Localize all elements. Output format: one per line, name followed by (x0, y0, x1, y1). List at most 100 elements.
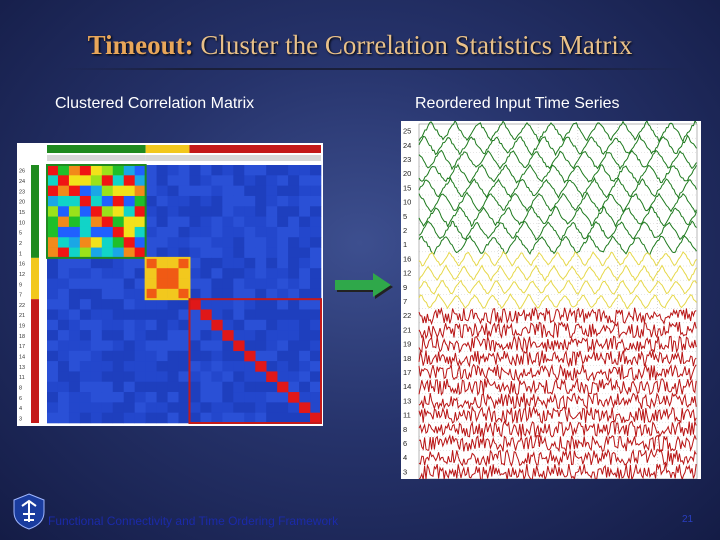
matrix-cell (200, 175, 212, 186)
cluster-cell (112, 195, 125, 207)
matrix-cell (244, 330, 256, 341)
matrix-row-label: 1 (19, 251, 22, 257)
matrix-cell (189, 226, 201, 238)
matrix-cell (255, 268, 267, 279)
matrix-cell (310, 206, 322, 217)
timeseries-subtitle: Reordered Input Time Series (415, 95, 620, 112)
matrix-cell (57, 330, 70, 341)
cluster-cell (90, 195, 103, 207)
matrix-cell (288, 206, 300, 217)
diagonal-cell (255, 361, 267, 372)
matrix-cell (57, 350, 70, 362)
channel-label: 2 (403, 226, 407, 235)
matrix-cell (310, 288, 322, 300)
matrix-cell (178, 206, 190, 217)
matrix-cell (211, 392, 223, 403)
matrix-cell (90, 288, 103, 300)
matrix-cell (211, 216, 223, 228)
matrix-cell (266, 216, 278, 228)
matrix-cell (156, 185, 168, 197)
cluster-cell (112, 216, 125, 228)
cluster-outline (46, 164, 147, 259)
matrix-cell (277, 216, 289, 228)
matrix-cell (68, 412, 81, 424)
matrix-cell (68, 402, 81, 413)
matrix-row-label: 13 (19, 365, 25, 371)
reordered-time-series: 25 24 23 20 15 10 5 2 1 16 12 9 7 22 21 19 18 17 14 13 11 8 6 4… (401, 119, 701, 482)
matrix-cell (288, 412, 300, 424)
matrix-cell (156, 350, 168, 362)
matrix-cell (266, 268, 278, 279)
cluster-cell (101, 175, 114, 186)
matrix-cell (222, 257, 234, 269)
matrix-cell (189, 350, 201, 362)
matrix-cell (310, 392, 322, 403)
cluster-cell (145, 268, 157, 279)
matrix-cell (68, 340, 81, 352)
matrix-cell (189, 185, 201, 197)
matrix-cell (145, 165, 157, 176)
matrix-cell (266, 257, 278, 269)
matrix-cell (156, 371, 168, 383)
matrix-cell (233, 381, 245, 393)
matrix-cell (244, 195, 256, 207)
cluster-cell (101, 185, 114, 197)
matrix-cell (200, 371, 212, 383)
time-series-trace (418, 149, 697, 171)
matrix-cell (255, 340, 267, 352)
matrix-cell (222, 165, 234, 176)
matrix-cell (244, 402, 256, 413)
cluster-cell (68, 165, 81, 176)
matrix-cell (123, 278, 135, 290)
matrix-cell (145, 185, 157, 197)
matrix-cell (123, 268, 135, 279)
matrix-cell (79, 309, 92, 321)
matrix-cell (222, 340, 234, 352)
matrix-cell (244, 299, 256, 310)
matrix-cell (134, 278, 146, 290)
matrix-cell (123, 371, 135, 383)
matrix-cell (178, 216, 190, 228)
cluster-cell (145, 257, 157, 269)
matrix-cell (233, 371, 245, 383)
matrix-cell (178, 195, 190, 207)
matrix-cell (211, 268, 223, 279)
cluster-cell (68, 206, 81, 217)
matrix-cell (178, 226, 190, 238)
matrix-cell (145, 340, 157, 352)
matrix-cell (277, 288, 289, 300)
cluster-cell (156, 288, 168, 300)
matrix-cell (244, 216, 256, 228)
matrix-cell (200, 268, 212, 279)
matrix-figure: 2624232015105211612972221191817141311864… (19, 145, 322, 424)
cluster-cell (178, 257, 190, 269)
cluster-cell (57, 175, 70, 186)
matrix-cell (244, 371, 256, 383)
matrix-cell (233, 185, 245, 197)
matrix-cell (277, 371, 289, 383)
cluster-bar-top-grey (47, 155, 146, 161)
matrix-cell (310, 185, 322, 197)
matrix-cell (47, 412, 59, 424)
cluster-cell (112, 185, 125, 197)
cluster-cell (112, 237, 125, 248)
time-series-trace (418, 320, 697, 340)
matrix-cell (57, 309, 70, 321)
matrix-cell (277, 195, 289, 207)
matrix-cell (299, 268, 311, 279)
matrix-cell (211, 371, 223, 383)
matrix-cell (68, 278, 81, 290)
matrix-cell (222, 319, 234, 331)
matrix-cell (57, 257, 70, 269)
time-series-trace (418, 362, 697, 383)
matrix-cell (255, 257, 267, 269)
matrix-cell (244, 175, 256, 186)
matrix-row-label: 17 (19, 344, 25, 350)
matrix-cell (211, 247, 223, 259)
matrix-cell (134, 402, 146, 413)
matrix-cell (145, 247, 157, 259)
matrix-cell (57, 340, 70, 352)
matrix-subtitle: Clustered Correlation Matrix (55, 95, 255, 112)
matrix-cell (156, 237, 168, 248)
matrix-cell (255, 299, 267, 310)
